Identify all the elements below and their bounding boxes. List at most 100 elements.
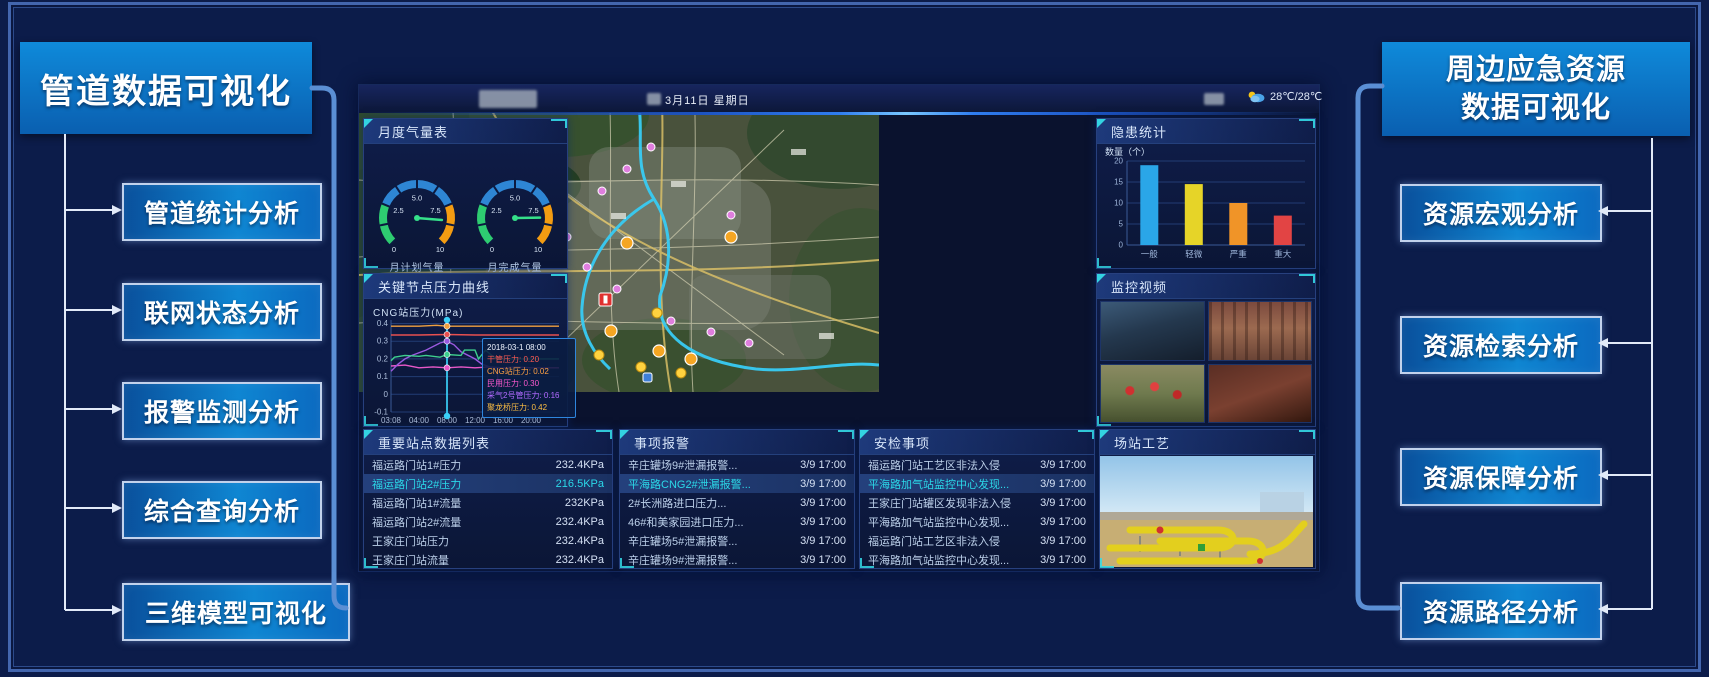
pipes <box>1106 520 1308 565</box>
left-flow-item-2[interactable]: 联网状态分析 <box>122 283 322 341</box>
inspection-row[interactable]: 福运路门站工艺区非法入侵 3/9 17:00 <box>860 455 1094 474</box>
left-panel-title: 管道数据可视化 <box>20 42 312 134</box>
station-data-row[interactable]: 福运路门站1#流量 232KPa <box>364 493 612 512</box>
panel-danger-stats: 隐患统计 数量（个） 20 15 10 5 0 一般 轻微 严重 重大 <box>1096 118 1316 269</box>
station-data-row[interactable]: 福运路门站1#压力 232.4KPa <box>364 455 612 474</box>
video-feed-3[interactable] <box>1100 363 1205 423</box>
row-label: 平海路加气站监控中心发现... <box>868 554 1010 567</box>
row-label: 平海路加气站监控中心发现... <box>868 478 1010 491</box>
inspection-row[interactable]: 平海路加气站监控中心发现... 3/9 17:00 <box>860 474 1094 493</box>
station-data-row[interactable]: 福运路门站2#流量 232.4KPa <box>364 512 612 531</box>
right-flow-item-2[interactable]: 资源检索分析 <box>1400 316 1602 374</box>
video-feed-4[interactable] <box>1207 363 1312 423</box>
inspection-rows: 福运路门站工艺区非法入侵 3/9 17:00 平海路加气站监控中心发现... 3/9 … <box>860 455 1094 569</box>
inspection-row[interactable]: 平海路加气站监控中心发现... 3/9 17:00 <box>860 512 1094 531</box>
row-label: 平海路CNG2#泄漏报警... <box>628 478 751 491</box>
redacted-logo <box>479 90 537 108</box>
redacted-year <box>647 93 661 105</box>
left-flow-item-5[interactable]: 三维模型可视化 <box>122 583 350 641</box>
row-value: 3/9 17:00 <box>1040 477 1086 490</box>
station-data-row[interactable]: 王家庄门站压力 232.4KPa <box>364 531 612 550</box>
alarm-row[interactable]: 46#和美家园进口压力... 3/9 17:00 <box>620 512 854 531</box>
row-label: 王家庄门站流量 <box>372 554 449 567</box>
alarm-row[interactable]: 辛庄罐场5#泄漏报警... 3/9 17:00 <box>620 531 854 550</box>
left-flow-item-1[interactable]: 管道统计分析 <box>122 183 322 241</box>
tooltip-time: 2018-03-1 08:00 <box>487 343 546 352</box>
svg-text:数量（个）: 数量（个） <box>1105 146 1150 157</box>
svg-text:重大: 重大 <box>1274 249 1292 259</box>
topbar-date: 3月11日 星期日 <box>665 95 750 107</box>
row-value: 216.5KPa <box>555 477 604 490</box>
svg-text:20:00: 20:00 <box>521 416 542 424</box>
row-label: 王家庄门站罐区发现非法入侵 <box>868 497 1011 510</box>
svg-text:0.3: 0.3 <box>377 337 389 346</box>
row-label: 福运路门站1#压力 <box>372 459 462 472</box>
panel-station-data: 重要站点数据列表 福运路门站1#压力 232.4KPa 福运路门站2#压力 216.5… <box>363 429 613 569</box>
redacted-box <box>1204 93 1224 105</box>
row-label: 辛庄罐场5#泄漏报警... <box>628 535 738 548</box>
svg-text:0.4: 0.4 <box>377 319 389 328</box>
danger-bar-chart: 数量（个）20 15 10 5 0 一般 轻微 严重 重大 <box>1105 146 1305 259</box>
dashboard-topbar: 3月11日 星期日 28℃/28℃ <box>359 85 1322 113</box>
row-value: 3/9 17:00 <box>800 477 846 490</box>
video-feed-2[interactable] <box>1207 301 1312 361</box>
right-panel-title-line2: 数据可视化 <box>1460 92 1611 124</box>
svg-text:5: 5 <box>1119 220 1124 229</box>
svg-text:轻微: 轻微 <box>1185 249 1203 259</box>
right-flow-item-3[interactable]: 资源保障分析 <box>1400 448 1602 506</box>
alarm-row[interactable]: 平海路CNG2#泄漏报警... 3/9 17:00 <box>620 474 854 493</box>
svg-text:5.0: 5.0 <box>412 194 422 203</box>
svg-text:0.2: 0.2 <box>377 354 389 363</box>
svg-text:10: 10 <box>1114 199 1123 208</box>
svg-text:2.5: 2.5 <box>491 206 501 215</box>
corner-decoration <box>620 558 634 568</box>
station-3d-render <box>1100 456 1313 567</box>
corner-decoration <box>364 558 378 568</box>
bar-严重 <box>1229 203 1248 245</box>
svg-text:0: 0 <box>1119 241 1124 250</box>
svg-text:2.5: 2.5 <box>393 206 403 215</box>
panel-inspections-title: 安检事项 <box>860 430 1094 455</box>
panel-video: 监控视频 <box>1096 273 1316 427</box>
svg-text:04:00: 04:00 <box>409 416 430 424</box>
left-flow-item-4[interactable]: 综合查询分析 <box>122 481 322 539</box>
svg-text:5.0: 5.0 <box>510 194 520 203</box>
panel-pressure-curve: 关键节点压力曲线 CNG站压力(MPa) 0.4 0.3 0.2 0.1 0 -0.1 03… <box>363 273 576 427</box>
row-label: 平海路加气站监控中心发现... <box>868 516 1010 529</box>
row-label: 福运路门站1#流量 <box>372 497 462 510</box>
row-value: 232.4KPa <box>555 553 604 566</box>
inspection-row[interactable]: 平海路加气站监控中心发现... 3/9 17:00 <box>860 550 1094 569</box>
row-value: 3/9 17:00 <box>1040 496 1086 509</box>
row-value: 232.4KPa <box>555 534 604 547</box>
corner-decoration <box>1097 416 1111 426</box>
right-flow-item-1[interactable]: 资源宏观分析 <box>1400 184 1602 242</box>
inspection-row[interactable]: 王家庄门站罐区发现非法入侵 3/9 17:00 <box>860 493 1094 512</box>
station-data-row[interactable]: 福运路门站2#压力 216.5KPa <box>364 474 612 493</box>
video-feed-1[interactable] <box>1100 301 1205 361</box>
tooltip-entry: 干管压力: 0.20 <box>487 355 540 364</box>
left-flow-item-3[interactable]: 报警监测分析 <box>122 382 322 440</box>
svg-text:10: 10 <box>534 245 542 254</box>
panel-alarms: 事项报警 辛庄罐场9#泄漏报警... 3/9 17:00 平海路CNG2#泄漏报警.… <box>619 429 855 569</box>
svg-text:严重: 严重 <box>1230 249 1248 259</box>
row-value: 232KPa <box>564 496 604 509</box>
alarm-row[interactable]: 辛庄罐场9#泄漏报警... 3/9 17:00 <box>620 455 854 474</box>
alarm-row[interactable]: 2#长洲路进口压力... 3/9 17:00 <box>620 493 854 512</box>
panel-alarms-title: 事项报警 <box>620 430 854 455</box>
alarm-row[interactable]: 辛庄罐场9#泄漏报警... 3/9 17:00 <box>620 550 854 569</box>
corner-decoration <box>860 558 874 568</box>
row-label: 福运路门站2#流量 <box>372 516 462 529</box>
inspection-row[interactable]: 福运路门站工艺区非法入侵 3/9 17:00 <box>860 531 1094 550</box>
tooltip-entry: 民用压力: 0.30 <box>487 379 540 388</box>
row-value: 3/9 17:00 <box>800 496 846 509</box>
station-data-row[interactable]: 王家庄门站流量 232.4KPa <box>364 550 612 569</box>
row-value: 3/9 17:00 <box>1040 458 1086 471</box>
svg-text:0: 0 <box>392 245 396 254</box>
row-value: 3/9 17:00 <box>800 458 846 471</box>
bar-一般 <box>1140 165 1159 245</box>
map-markers-yellow[interactable] <box>593 307 687 379</box>
right-flow-item-4[interactable]: 资源路径分析 <box>1400 582 1602 640</box>
row-label: 福运路门站2#压力 <box>372 478 462 491</box>
gauge-2: 2.5 5.0 7.5 0 10 月完成气量 <box>466 172 564 274</box>
tooltip-entry: 采气2号管压力: 0.16 <box>487 391 560 400</box>
